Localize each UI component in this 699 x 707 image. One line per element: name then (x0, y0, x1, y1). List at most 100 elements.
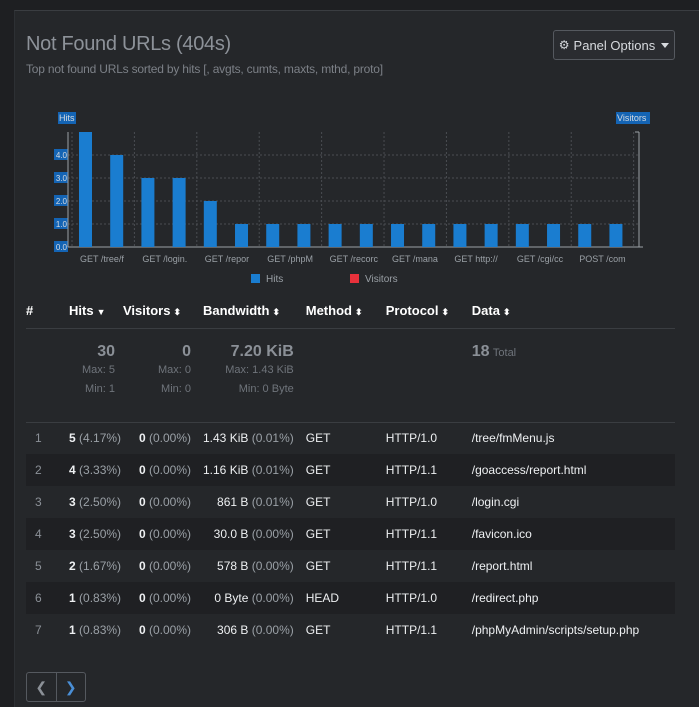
row-visitors: 0 (0.00%) (123, 582, 203, 614)
row-index: 7 (35, 623, 42, 637)
row-bandwidth: 30.0 B (0.00%) (203, 518, 306, 550)
hits-bar (609, 224, 623, 247)
col-header-visitors[interactable]: Visitors ⬍ (123, 294, 203, 329)
table-row[interactable]: 7 1 (0.83%) 0 (0.00%) 306 B (0.00%) GET HTTP/… (26, 614, 675, 646)
row-data: /tree/fmMenu.js (471, 431, 555, 446)
row-protocol: HTTP/1.0 (385, 431, 438, 446)
prev-page-button[interactable]: ❮ (27, 673, 57, 701)
caret-down-icon (661, 42, 670, 48)
row-data: /favicon.ico (471, 518, 675, 550)
hits-bar (172, 178, 186, 247)
row-hits: 2 (1.67%) (69, 559, 122, 573)
summary-visitors-min: Min: 0 (161, 382, 191, 395)
summary-data-total: 18 (471, 342, 490, 360)
row-method: GET (305, 559, 331, 573)
data-table: # Hits ▼ Visitors ⬍ Bandwidth ⬍ Method ⬍ Pro… (26, 294, 675, 646)
table-row[interactable]: 1 5 (4.17%) 0 (0.00%) 1.43 KiB (0.01%) GET HT… (26, 422, 675, 454)
hits-bar (235, 224, 249, 247)
summary-hits-max: Max: 5 (81, 363, 115, 376)
gear-icon: ⚙ (558, 38, 570, 52)
x-tick-label: GET /mana (392, 254, 438, 264)
summary-bandwidth-max: Max: 1.43 KiB (225, 363, 294, 376)
row-method: HEAD (305, 582, 386, 614)
hits-bar (547, 224, 561, 247)
chevron-left-icon: ❮ (35, 678, 48, 695)
hits-bar (359, 224, 373, 247)
row-index: 5 (35, 559, 42, 573)
table-row[interactable]: 3 3 (2.50%) 0 (0.00%) 861 B (0.01%) GET HTTP/… (26, 486, 675, 518)
summary-bandwidth-min: Min: 0 Byte (238, 382, 294, 395)
row-index: 3 (35, 495, 42, 509)
legend-swatch (251, 274, 260, 283)
summary-bandwidth: 7.20 KiB (230, 342, 294, 360)
hits-bar (422, 224, 436, 247)
col-header-data[interactable]: Data ⬍ (471, 294, 675, 329)
row-data: /login.cgi (471, 495, 520, 509)
x-tick-label: GET /tree/f (80, 254, 124, 264)
row-protocol: HTTP/1.0 (385, 495, 438, 509)
x-tick-label: GET /recorc (330, 254, 379, 264)
sort-desc-icon: ▼ (96, 307, 106, 318)
x-tick-label: GET /cgi/cc (517, 254, 564, 264)
hits-bar (79, 132, 92, 247)
legend-label: Hits (266, 274, 283, 285)
row-protocol: HTTP/1.1 (385, 454, 472, 486)
table-row[interactable]: 5 2 (1.67%) 0 (0.00%) 578 B (0.00%) GET HTTP/… (26, 550, 675, 582)
summary-visitors-max: Max: 0 (157, 363, 191, 376)
not-found-urls-panel: Not Found URLs (404s) Top not found URLs… (14, 10, 699, 707)
row-data: /phpMyAdmin/scripts/setup.php (471, 623, 640, 637)
legend-label: Visitors (365, 274, 398, 285)
row-index: 1 (35, 431, 42, 446)
right-axis-label-bg (616, 112, 650, 124)
hits-bar (515, 224, 529, 247)
y-tick-label: 4.0 (56, 151, 68, 160)
left-axis-label-bg (58, 112, 76, 124)
hits-bar (203, 201, 217, 247)
hits-visitors-chart: 0.0 1.0 2.0 3.0 4.0 Hits Visitors GET /tree/f GE… (54, 112, 650, 285)
col-header-protocol[interactable]: Protocol ⬍ (385, 294, 472, 329)
sort-icon: ⬍ (502, 307, 511, 318)
x-tick-label: GET /login. (142, 254, 187, 264)
chevron-right-icon: ❯ (64, 678, 77, 695)
row-visitors: 0 (0.00%) (138, 559, 191, 573)
row-method: GET (305, 495, 331, 509)
row-method: GET (305, 454, 386, 486)
y-tick-label: 1.0 (56, 220, 68, 229)
hits-bar (297, 224, 311, 247)
hits-bar (266, 224, 280, 247)
col-header-bandwidth[interactable]: Bandwidth ⬍ (203, 294, 306, 329)
summary-hits: 30 (97, 342, 115, 360)
row-index: 4 (26, 518, 69, 550)
x-tick-label: GET /phpM (267, 254, 313, 264)
row-bandwidth: 1.16 KiB (0.01%) (203, 454, 306, 486)
row-data: /report.html (471, 559, 533, 573)
summary-visitors: 0 (182, 342, 191, 360)
right-axis-label: Visitors (617, 113, 647, 123)
y-tick-bg (54, 195, 68, 206)
sort-icon: ⬍ (272, 307, 280, 318)
hits-bar (391, 224, 405, 247)
x-tick-label: POST /com (579, 254, 625, 264)
row-hits: 1 (0.83%) (69, 582, 123, 614)
row-bandwidth: 861 B (0.01%) (217, 495, 294, 509)
row-method: GET (305, 518, 386, 550)
row-index: 6 (26, 582, 69, 614)
row-method: GET (305, 623, 331, 637)
y-tick-label: 0.0 (56, 243, 68, 252)
left-axis-label: Hits (59, 113, 75, 123)
panel-options-button[interactable]: ⚙ Panel Options (553, 30, 675, 60)
col-header-hits[interactable]: Hits ▼ (69, 294, 123, 329)
pagination: ❮ ❯ (26, 672, 86, 702)
hits-bar (578, 224, 592, 247)
y-tick-label: 2.0 (56, 197, 68, 206)
col-header-method[interactable]: Method ⬍ (305, 294, 386, 329)
row-data: /goaccess/report.html (471, 454, 675, 486)
legend-swatch (350, 274, 359, 283)
next-page-button[interactable]: ❯ (57, 673, 86, 701)
row-visitors: 0 (0.00%) (138, 431, 191, 446)
sort-icon: ⬍ (441, 307, 450, 318)
hits-bar (110, 155, 124, 247)
